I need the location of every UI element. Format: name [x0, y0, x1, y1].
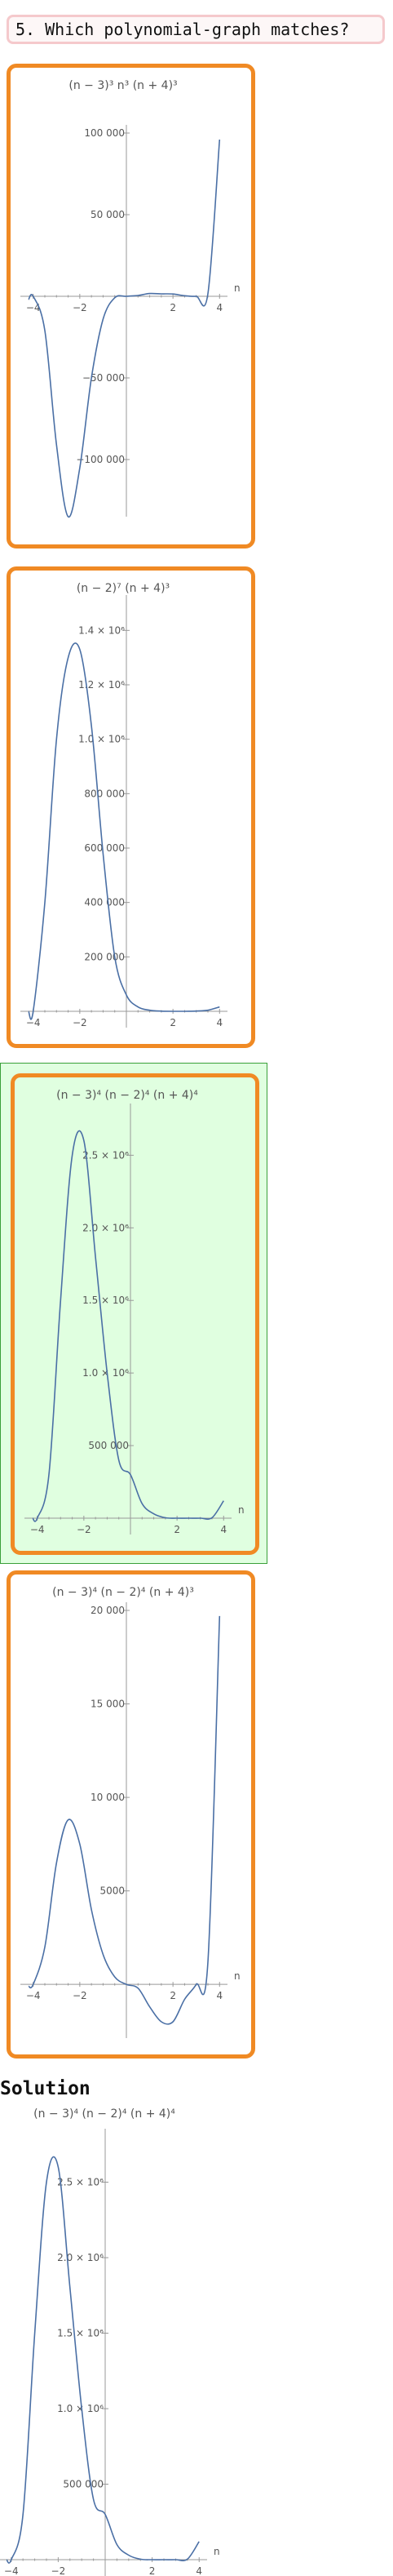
y-tick-label: 20 000 [91, 1605, 125, 1616]
y-tick-label: 50 000 [91, 209, 125, 220]
y-tick-label: 1.5 × 10⁶ [57, 2328, 104, 2339]
x-tick-label: −2 [51, 2565, 66, 2576]
y-tick-label: 1.4 × 10⁶ [78, 624, 125, 636]
choice-a-plot: (n − 3)³ n³ (n + 4)³ −4 −2 2 4n 100 000 50 000… [20, 79, 241, 517]
y-tick-label: 5000 [99, 1885, 125, 1897]
y-tick-label: 400 000 [84, 897, 125, 908]
x-tick-label: −4 [26, 1990, 41, 2001]
x-tick-label: 2 [170, 1017, 176, 1028]
plot-title: (n − 3)⁴ (n − 2)⁴ (n + 4)⁴ [33, 2107, 175, 2121]
y-tick-label: 100 000 [84, 127, 125, 139]
plot-title: (n − 2)⁷ (n + 4)³ [77, 582, 170, 595]
y-tick-label: 800 000 [84, 788, 125, 799]
y-tick-label: 1.5 × 10⁶ [82, 1295, 129, 1306]
x-tick-label: 4 [196, 2565, 202, 2576]
y-tick-label: −50 000 [82, 372, 125, 384]
x-tick-label: 2 [170, 302, 176, 313]
x-tick-label: −2 [73, 1017, 87, 1028]
question-prompt: 5. Which polynomial-graph matches? [7, 15, 385, 44]
x-tick-label: 2 [170, 1990, 176, 2001]
polynomial-curve [32, 1130, 224, 1522]
choice-a-option[interactable]: (n − 3)³ n³ (n + 4)³ −4 −2 2 4 n 100 000 50 000… [7, 64, 255, 549]
y-tick-label: 1.0 × 10⁶ [82, 1367, 129, 1379]
x-tick-label: −2 [73, 1990, 87, 2001]
x-tick-label: 2 [149, 2565, 156, 2576]
plot-title: (n − 3)⁴ (n − 2)⁴ (n + 4)³ [52, 1586, 194, 1599]
x-axis-label: n [238, 1504, 245, 1516]
plot-title: (n − 3)⁴ (n − 2)⁴ (n + 4)⁴ [56, 1089, 198, 1102]
y-tick-label: 200 000 [84, 951, 125, 962]
y-tick-label: 2.5 × 10⁶ [57, 2177, 104, 2188]
polynomial-curve [28, 139, 221, 517]
y-tick-label: 2.5 × 10⁶ [82, 1149, 129, 1161]
polynomial-curve [28, 1615, 221, 2025]
y-tick-label: 1.0 × 10⁶ [78, 734, 125, 745]
x-axis-label: n [214, 2546, 220, 2557]
y-tick-label: 1.0 × 10⁶ [57, 2403, 104, 2414]
x-tick-label: −4 [30, 1524, 45, 1535]
x-tick-label: 4 [216, 302, 223, 313]
y-tick-label: 600 000 [84, 842, 125, 854]
x-tick-label: 4 [220, 1524, 227, 1535]
choice-d-plot: (n − 3)⁴ (n − 2)⁴ (n + 4)³ −4 −2 2 4n 20 000 1… [20, 1586, 241, 2038]
y-tick-label: 2.0 × 10⁶ [82, 1222, 129, 1233]
x-axis-label: n [234, 1970, 241, 1982]
polynomial-curve [6, 2156, 200, 2564]
x-tick-label: −2 [73, 302, 87, 313]
choice-c-selected-highlight: (n − 3)⁴ (n − 2)⁴ (n + 4)⁴ −4 −2 2 4 n 2.5 × 1… [0, 1063, 267, 1564]
choice-c-option[interactable]: (n − 3)⁴ (n − 2)⁴ (n + 4)⁴ −4 −2 2 4 n 2.5 × 1… [11, 1073, 259, 1555]
y-tick-label: −100 000 [76, 454, 125, 465]
x-tick-label: −4 [26, 302, 41, 313]
x-tick-label: −2 [77, 1524, 91, 1535]
x-tick-label: 4 [216, 1990, 223, 2001]
solution-plot: (n − 3)⁴ (n − 2)⁴ (n + 4)⁴ −4 −2 2 4 n 2.5 × 1… [0, 2107, 220, 2576]
y-tick-label: 1.2 × 10⁶ [78, 679, 125, 691]
solution-plot-container: (n − 3)⁴ (n − 2)⁴ (n + 4)⁴ −4 −2 2 4 n 2.5 × 1… [0, 2103, 236, 2576]
polynomial-curve [28, 642, 220, 1020]
choice-b-option[interactable]: (n − 2)⁷ (n + 4)³ −4 −2 2 4 1.4 × 10⁶ 1.2 × 10… [7, 566, 255, 1048]
y-tick-label: 15 000 [91, 1699, 125, 1710]
choice-d-option[interactable]: (n − 3)⁴ (n − 2)⁴ (n + 4)³ −4 −2 2 4 n 20 000 1… [7, 1570, 255, 2059]
y-tick-label: 2.0 × 10⁶ [57, 2252, 104, 2263]
y-tick-label: 10 000 [91, 1792, 125, 1803]
y-tick-label: 500 000 [63, 2479, 104, 2490]
x-tick-label: −4 [26, 1017, 41, 1028]
plot-title: (n − 3)³ n³ (n + 4)³ [68, 79, 177, 92]
x-axis-label: n [234, 282, 241, 294]
solution-heading: Solution [0, 2078, 91, 2099]
choice-c-plot: (n − 3)⁴ (n − 2)⁴ (n + 4)⁴ −4 −2 2 4n 2.5 × 1… [24, 1089, 245, 1535]
x-tick-label: 2 [174, 1524, 180, 1535]
x-tick-label: 4 [216, 1017, 223, 1028]
x-tick-label: −4 [4, 2565, 19, 2576]
y-tick-label: 500 000 [88, 1440, 129, 1451]
choice-b-plot: (n − 2)⁷ (n + 4)³ −4 −2 2 4 1.4 × 10⁶ 1.2 × 10… [20, 582, 227, 1028]
